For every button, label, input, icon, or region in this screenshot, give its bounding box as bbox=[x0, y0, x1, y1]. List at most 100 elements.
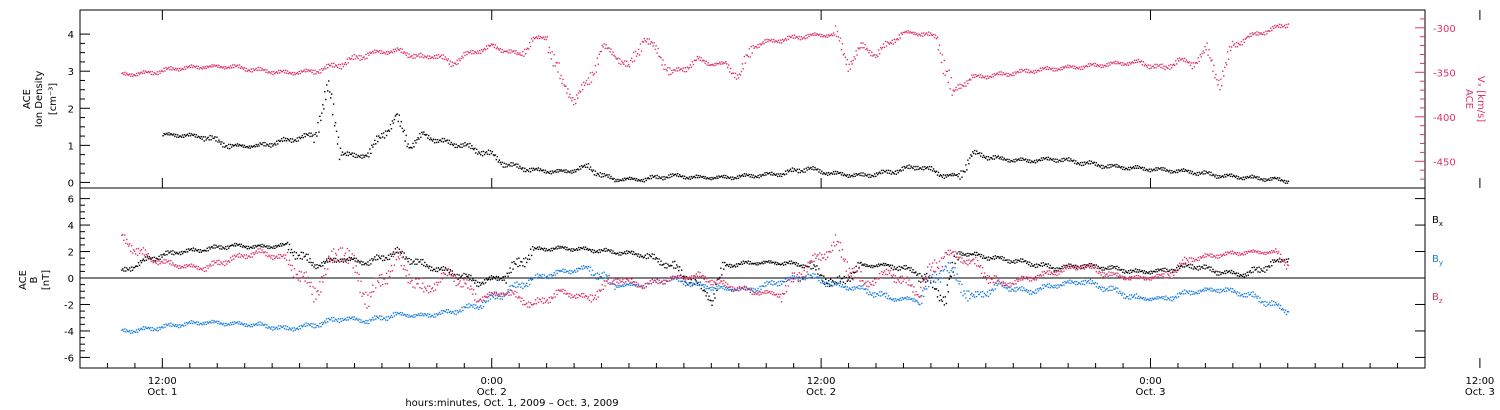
density-point bbox=[367, 152, 369, 154]
by-point bbox=[1066, 281, 1068, 283]
velocity-point bbox=[1155, 67, 1157, 69]
density-point bbox=[1051, 159, 1053, 161]
velocity-point bbox=[859, 47, 861, 49]
density-point bbox=[497, 161, 500, 163]
by-point bbox=[206, 321, 208, 323]
velocity-point bbox=[176, 69, 178, 71]
bx-point bbox=[689, 282, 692, 284]
velocity-point bbox=[903, 31, 905, 34]
velocity-point bbox=[373, 52, 375, 54]
by-point bbox=[783, 281, 786, 283]
bx-point bbox=[133, 266, 136, 269]
density-point bbox=[178, 136, 180, 138]
velocity-point bbox=[1285, 23, 1288, 26]
velocity-point bbox=[253, 69, 255, 72]
bx-point bbox=[841, 277, 844, 280]
velocity-point bbox=[562, 78, 564, 81]
velocity-point bbox=[418, 53, 420, 55]
bx-point bbox=[216, 246, 218, 248]
velocity-point bbox=[1209, 57, 1211, 59]
velocity-point bbox=[825, 36, 827, 38]
density-point bbox=[900, 170, 902, 172]
velocity-point bbox=[851, 63, 853, 65]
density-point bbox=[866, 175, 868, 177]
density-point bbox=[961, 176, 963, 178]
density-point bbox=[877, 172, 880, 174]
velocity-point bbox=[916, 32, 918, 35]
velocity-point bbox=[1256, 31, 1258, 33]
bx-point bbox=[998, 257, 1000, 259]
velocity-point bbox=[705, 60, 707, 62]
density-point bbox=[264, 141, 266, 144]
by-point bbox=[388, 317, 391, 320]
by-point bbox=[608, 274, 610, 277]
density-point bbox=[777, 175, 779, 178]
by-point bbox=[1283, 311, 1286, 314]
density-point bbox=[397, 120, 400, 123]
velocity-point bbox=[651, 42, 653, 44]
density-point bbox=[406, 145, 408, 148]
density-point bbox=[863, 175, 865, 177]
density-point bbox=[495, 158, 498, 161]
bx-point bbox=[173, 253, 175, 256]
bx-point bbox=[677, 269, 680, 272]
bx-point bbox=[876, 264, 878, 266]
density-point bbox=[943, 177, 946, 180]
velocity-point bbox=[749, 56, 751, 58]
velocity-point bbox=[193, 66, 196, 68]
bx-point bbox=[1124, 272, 1126, 274]
density-point bbox=[986, 159, 989, 161]
density-point bbox=[185, 134, 188, 136]
bx-point bbox=[1164, 267, 1166, 270]
by-point bbox=[578, 268, 581, 270]
density-point bbox=[1008, 158, 1010, 161]
velocity-point bbox=[997, 74, 999, 76]
bx-point bbox=[743, 262, 746, 265]
density-point bbox=[1138, 165, 1141, 168]
bx-point bbox=[127, 268, 129, 271]
by-point bbox=[194, 322, 197, 324]
by-point bbox=[271, 326, 273, 328]
density-point bbox=[697, 174, 700, 177]
bx-point bbox=[407, 260, 409, 263]
velocity-point bbox=[310, 69, 312, 71]
bx-point bbox=[1133, 270, 1136, 273]
density-point bbox=[285, 140, 288, 142]
density-point bbox=[827, 174, 829, 176]
density-point bbox=[1093, 161, 1096, 163]
density-point bbox=[1118, 165, 1120, 167]
density-point bbox=[833, 173, 836, 175]
bx-point bbox=[279, 243, 282, 245]
bx-point bbox=[460, 276, 462, 278]
velocity-point bbox=[1118, 62, 1120, 64]
by-point bbox=[186, 323, 189, 325]
by-point bbox=[254, 323, 256, 326]
by-point bbox=[1049, 286, 1051, 289]
bx-point bbox=[190, 248, 193, 250]
by-point bbox=[1099, 287, 1101, 289]
bx-point bbox=[319, 264, 321, 267]
by-point bbox=[1089, 278, 1092, 281]
density-point bbox=[818, 171, 820, 173]
velocity-point bbox=[444, 56, 447, 58]
velocity-point bbox=[1263, 31, 1265, 34]
by-point bbox=[1113, 288, 1115, 290]
by-point bbox=[417, 314, 419, 316]
bx-point bbox=[580, 247, 583, 249]
by-point bbox=[241, 323, 244, 325]
density-point bbox=[474, 147, 476, 150]
velocity-point bbox=[930, 34, 933, 36]
density-point bbox=[965, 164, 967, 166]
density-point bbox=[960, 170, 962, 172]
by-point bbox=[380, 315, 383, 317]
velocity-point bbox=[667, 67, 669, 69]
velocity-point bbox=[1136, 61, 1139, 63]
density-point bbox=[737, 177, 740, 180]
bx-point bbox=[1060, 267, 1062, 270]
by-point bbox=[774, 283, 776, 285]
bx-point bbox=[614, 252, 616, 254]
bx-point bbox=[1241, 275, 1244, 278]
by-point bbox=[806, 277, 808, 279]
velocity-point bbox=[669, 67, 671, 69]
by-point bbox=[585, 266, 588, 268]
